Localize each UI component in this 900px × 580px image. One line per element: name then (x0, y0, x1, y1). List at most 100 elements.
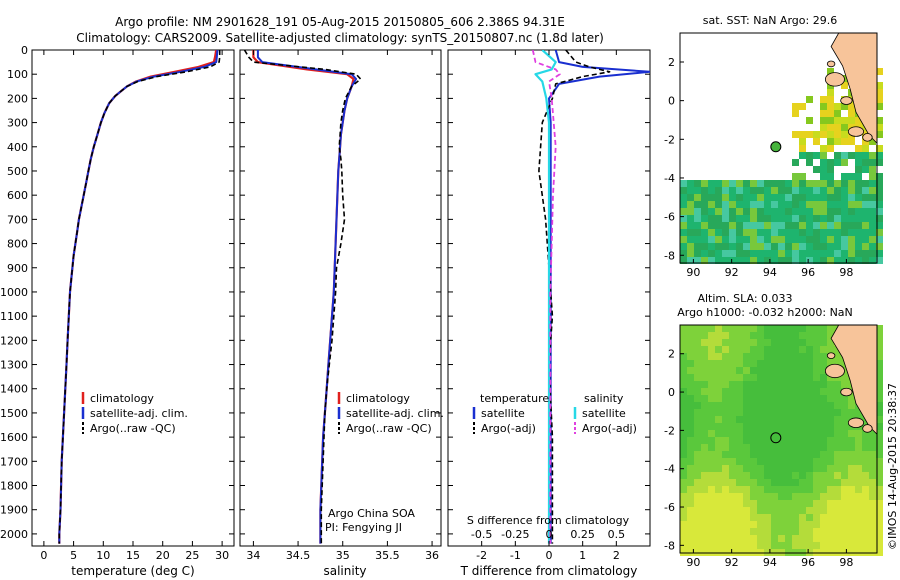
map2-cell (764, 514, 771, 521)
map1-cell (722, 243, 729, 250)
map2-cell (771, 346, 778, 353)
map2-cell (876, 444, 883, 451)
map2-cell (876, 437, 883, 444)
map2-cell (708, 542, 715, 549)
map2-cell (694, 339, 701, 346)
map1-cell (715, 194, 722, 201)
map1-cell (729, 229, 736, 236)
salinity-x-tick-label: 35 (336, 549, 350, 562)
map1-cell (827, 250, 834, 257)
map2-cell (778, 339, 785, 346)
map2-cell (778, 514, 785, 521)
depth-tick-label: 1600 (0, 431, 28, 444)
map2-cell (813, 332, 820, 339)
map2-cell (750, 402, 757, 409)
map2-cell (729, 423, 736, 430)
map2-cell (827, 339, 834, 346)
map2-cell (736, 458, 743, 465)
map1-cell (848, 243, 855, 250)
map1-cell (687, 187, 694, 194)
map2-cell (827, 465, 834, 472)
map2-cell (841, 416, 848, 423)
temperature-xlabel: temperature (deg C) (71, 564, 194, 578)
sdiff-sat-line (534, 50, 557, 544)
map1-y-tick-label: -4 (664, 172, 675, 185)
map2-y-tick-label: -8 (664, 539, 675, 552)
map2-cell (680, 423, 687, 430)
map1-cell (834, 208, 841, 215)
map2-cell (708, 479, 715, 486)
map2-cell (764, 423, 771, 430)
map1-cell (869, 173, 876, 180)
map2-cell (827, 332, 834, 339)
map2-cell (757, 381, 764, 388)
map1-cell (841, 208, 848, 215)
map1-x-tick-label: 98 (839, 266, 853, 279)
map2-cell (778, 353, 785, 360)
map2-cell (687, 360, 694, 367)
temperature-x-tick-label: 0 (40, 549, 47, 562)
map2-cell (757, 528, 764, 535)
map2-cell (834, 528, 841, 535)
map1-cell (792, 180, 799, 187)
map2-cell (764, 500, 771, 507)
map1-cell (869, 159, 876, 166)
map2-cell (820, 444, 827, 451)
map2-cell (701, 479, 708, 486)
map1-cell (841, 229, 848, 236)
map2-cell (841, 500, 848, 507)
map1-cell (694, 187, 701, 194)
map2-cell (764, 402, 771, 409)
map2-cell (750, 465, 757, 472)
map1-cell (715, 208, 722, 215)
map1-cell (834, 201, 841, 208)
map1-cell (806, 243, 813, 250)
map2-cell (729, 507, 736, 514)
map2-cell (743, 458, 750, 465)
map2-cell (736, 451, 743, 458)
map2-cell (687, 542, 694, 549)
map1-cell (813, 208, 820, 215)
map2-cell (715, 528, 722, 535)
map2-cell (778, 535, 785, 542)
map2-cell (855, 437, 862, 444)
map2-cell (806, 458, 813, 465)
map2-cell (778, 500, 785, 507)
map2-cell (722, 430, 729, 437)
map2-cell (771, 472, 778, 479)
map2-cell (806, 339, 813, 346)
map1-cell (813, 166, 820, 173)
map1-cell (806, 117, 813, 124)
map2-cell (869, 521, 876, 528)
map2-cell (715, 479, 722, 486)
map1-cell (764, 201, 771, 208)
map2-cell (834, 423, 841, 430)
map1-cell (722, 201, 729, 208)
map2-cell (715, 374, 722, 381)
map2-cell (806, 367, 813, 374)
map2-cell (771, 521, 778, 528)
map1-cell (834, 215, 841, 222)
legend-argo-label-2: Argo(..raw -QC) (346, 422, 432, 435)
map2-cell (757, 409, 764, 416)
map1-cell (722, 215, 729, 222)
map2-cell (827, 507, 834, 514)
map2-cell (729, 528, 736, 535)
map1-cell (708, 180, 715, 187)
map2-cell (869, 493, 876, 500)
map2-cell (729, 367, 736, 374)
map1-cell (792, 236, 799, 243)
map1-cell (827, 68, 834, 75)
sdiff-argo-line (531, 50, 561, 544)
map2-cell (806, 514, 813, 521)
map1-cell (827, 159, 834, 166)
map2-cell (834, 416, 841, 423)
map2-cell (876, 346, 883, 353)
map1-cell (708, 208, 715, 215)
depth-tick-label: 0 (21, 44, 28, 57)
map2-cell (806, 521, 813, 528)
map2-cell (785, 353, 792, 360)
map1-cell (792, 243, 799, 250)
map2-cell (694, 395, 701, 402)
map2-cell (715, 360, 722, 367)
